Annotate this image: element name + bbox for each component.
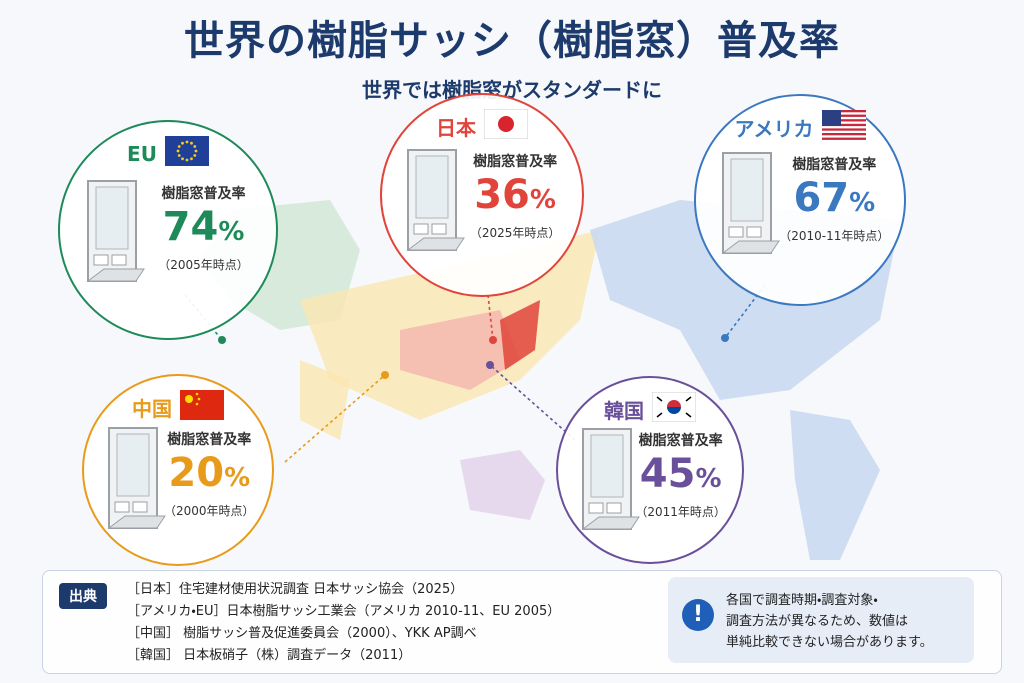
flag bbox=[651, 391, 697, 427]
notice-line: 調査方法が異なるため、数値は bbox=[726, 614, 909, 629]
region-name: 中国 bbox=[132, 397, 172, 421]
survey-year: （2000年時点） bbox=[164, 503, 255, 518]
rate-value: 67% bbox=[779, 174, 890, 227]
flag bbox=[483, 108, 529, 144]
notice-line: 単純比較できない場合があります。 bbox=[726, 635, 933, 650]
rate-number: 36 bbox=[474, 172, 530, 219]
notice-icon: ! bbox=[682, 599, 714, 631]
region-header: 中国 bbox=[84, 390, 272, 425]
rate-number: 45 bbox=[639, 450, 696, 497]
sources-list: ［日本］住宅建材使用状況調査 日本サッシ協会（2025） ［アメリカ・EU］日本樹… bbox=[127, 579, 560, 667]
rate-unit: % bbox=[218, 216, 245, 247]
notice: ! 各国で調査時期・調査対象・調査方法が異なるため、数値は単純比較できない場合が… bbox=[668, 577, 974, 663]
region-name: 韓国 bbox=[604, 399, 644, 423]
region-circle: 日本樹脂窓普及率 36% （2025年時点） bbox=[380, 93, 584, 297]
notice-text: 各国で調査時期・調査対象・調査方法が異なるため、数値は単純比較できない場合があり… bbox=[726, 590, 933, 653]
sources-label: 出典 bbox=[59, 583, 107, 609]
region-stats: 樹脂窓普及率 20% （2000年時点） bbox=[159, 429, 260, 519]
rate-number: 74 bbox=[162, 203, 219, 250]
source-line: ［アメリカ・EU］日本樹脂サッシ工業会（アメリカ 2010-11、EU 2005… bbox=[127, 604, 561, 619]
region-circle: 中国 樹脂窓普及率 20% （2000年時点） bbox=[82, 374, 274, 566]
region-circle: アメリカ樹脂窓普及率 67% （2010-11年時点） bbox=[694, 94, 906, 306]
rate-unit: % bbox=[849, 188, 876, 219]
region-name: EU bbox=[127, 141, 157, 166]
region-name: アメリカ bbox=[734, 117, 814, 141]
source-line: ［韓国］ 日本板硝子（株）調査データ（2011） bbox=[127, 648, 412, 663]
sources-box: 出典 ［日本］住宅建材使用状況調査 日本サッシ協会（2025） ［アメリカ・EU］… bbox=[42, 570, 1002, 674]
rate-value: 36% bbox=[462, 171, 569, 224]
region-stats: 樹脂窓普及率 45% （2011年時点） bbox=[631, 430, 730, 520]
region-header: アメリカ bbox=[696, 110, 904, 145]
rate-label: 樹脂窓普及率 bbox=[167, 431, 252, 448]
survey-year: （2005年時点） bbox=[158, 257, 249, 272]
region-name: 日本 bbox=[436, 116, 476, 140]
region-circle: EU 樹脂窓普及率 74% （2005年時点） bbox=[58, 120, 278, 340]
source-line: ［日本］住宅建材使用状況調査 日本サッシ協会（2025） bbox=[127, 582, 464, 597]
window-icon bbox=[579, 425, 643, 539]
rate-label: 樹脂窓普及率 bbox=[161, 185, 246, 202]
rate-label: 樹脂窓普及率 bbox=[792, 157, 877, 174]
rate-unit: % bbox=[529, 185, 556, 216]
rate-unit: % bbox=[224, 462, 251, 493]
rate-number: 20 bbox=[168, 449, 225, 496]
rate-number: 67 bbox=[793, 175, 850, 222]
region-header: 韓国 bbox=[558, 391, 742, 427]
rate-value: 45% bbox=[631, 450, 730, 503]
rate-label: 樹脂窓普及率 bbox=[638, 432, 723, 449]
window-icon bbox=[404, 146, 468, 260]
rate-value: 20% bbox=[159, 449, 260, 502]
window-icon bbox=[105, 424, 169, 538]
region-header: EU bbox=[60, 136, 276, 171]
region-stats: 樹脂窓普及率 67% （2010-11年時点） bbox=[779, 154, 890, 244]
rate-label: 樹脂窓普及率 bbox=[473, 154, 558, 171]
title: 世界の樹脂サッシ（樹脂窓）普及率 bbox=[184, 18, 840, 64]
survey-year: （2011年時点） bbox=[635, 504, 726, 519]
window-icon bbox=[84, 177, 148, 291]
flag bbox=[180, 390, 224, 425]
rate-value: 74% bbox=[146, 203, 262, 256]
rate-unit: % bbox=[695, 463, 722, 494]
survey-year: （2010-11年時点） bbox=[779, 229, 890, 244]
region-stats: 樹脂窓普及率 36% （2025年時点） bbox=[462, 151, 569, 241]
notice-line: 各国で調査時期・調査対象・ bbox=[726, 593, 878, 608]
region-header: 日本 bbox=[382, 108, 582, 144]
window-icon bbox=[719, 149, 783, 263]
region-circle: 韓国 樹脂窓普及率 45% （2011年時点） bbox=[556, 376, 744, 564]
region-stats: 樹脂窓普及率 74% （2005年時点） bbox=[146, 183, 262, 273]
flag bbox=[821, 110, 866, 145]
flag bbox=[164, 136, 209, 171]
survey-year: （2025年時点） bbox=[469, 226, 561, 241]
source-line: ［中国］ 樹脂サッシ普及促進委員会（2000）、YKK AP調べ bbox=[127, 626, 477, 641]
